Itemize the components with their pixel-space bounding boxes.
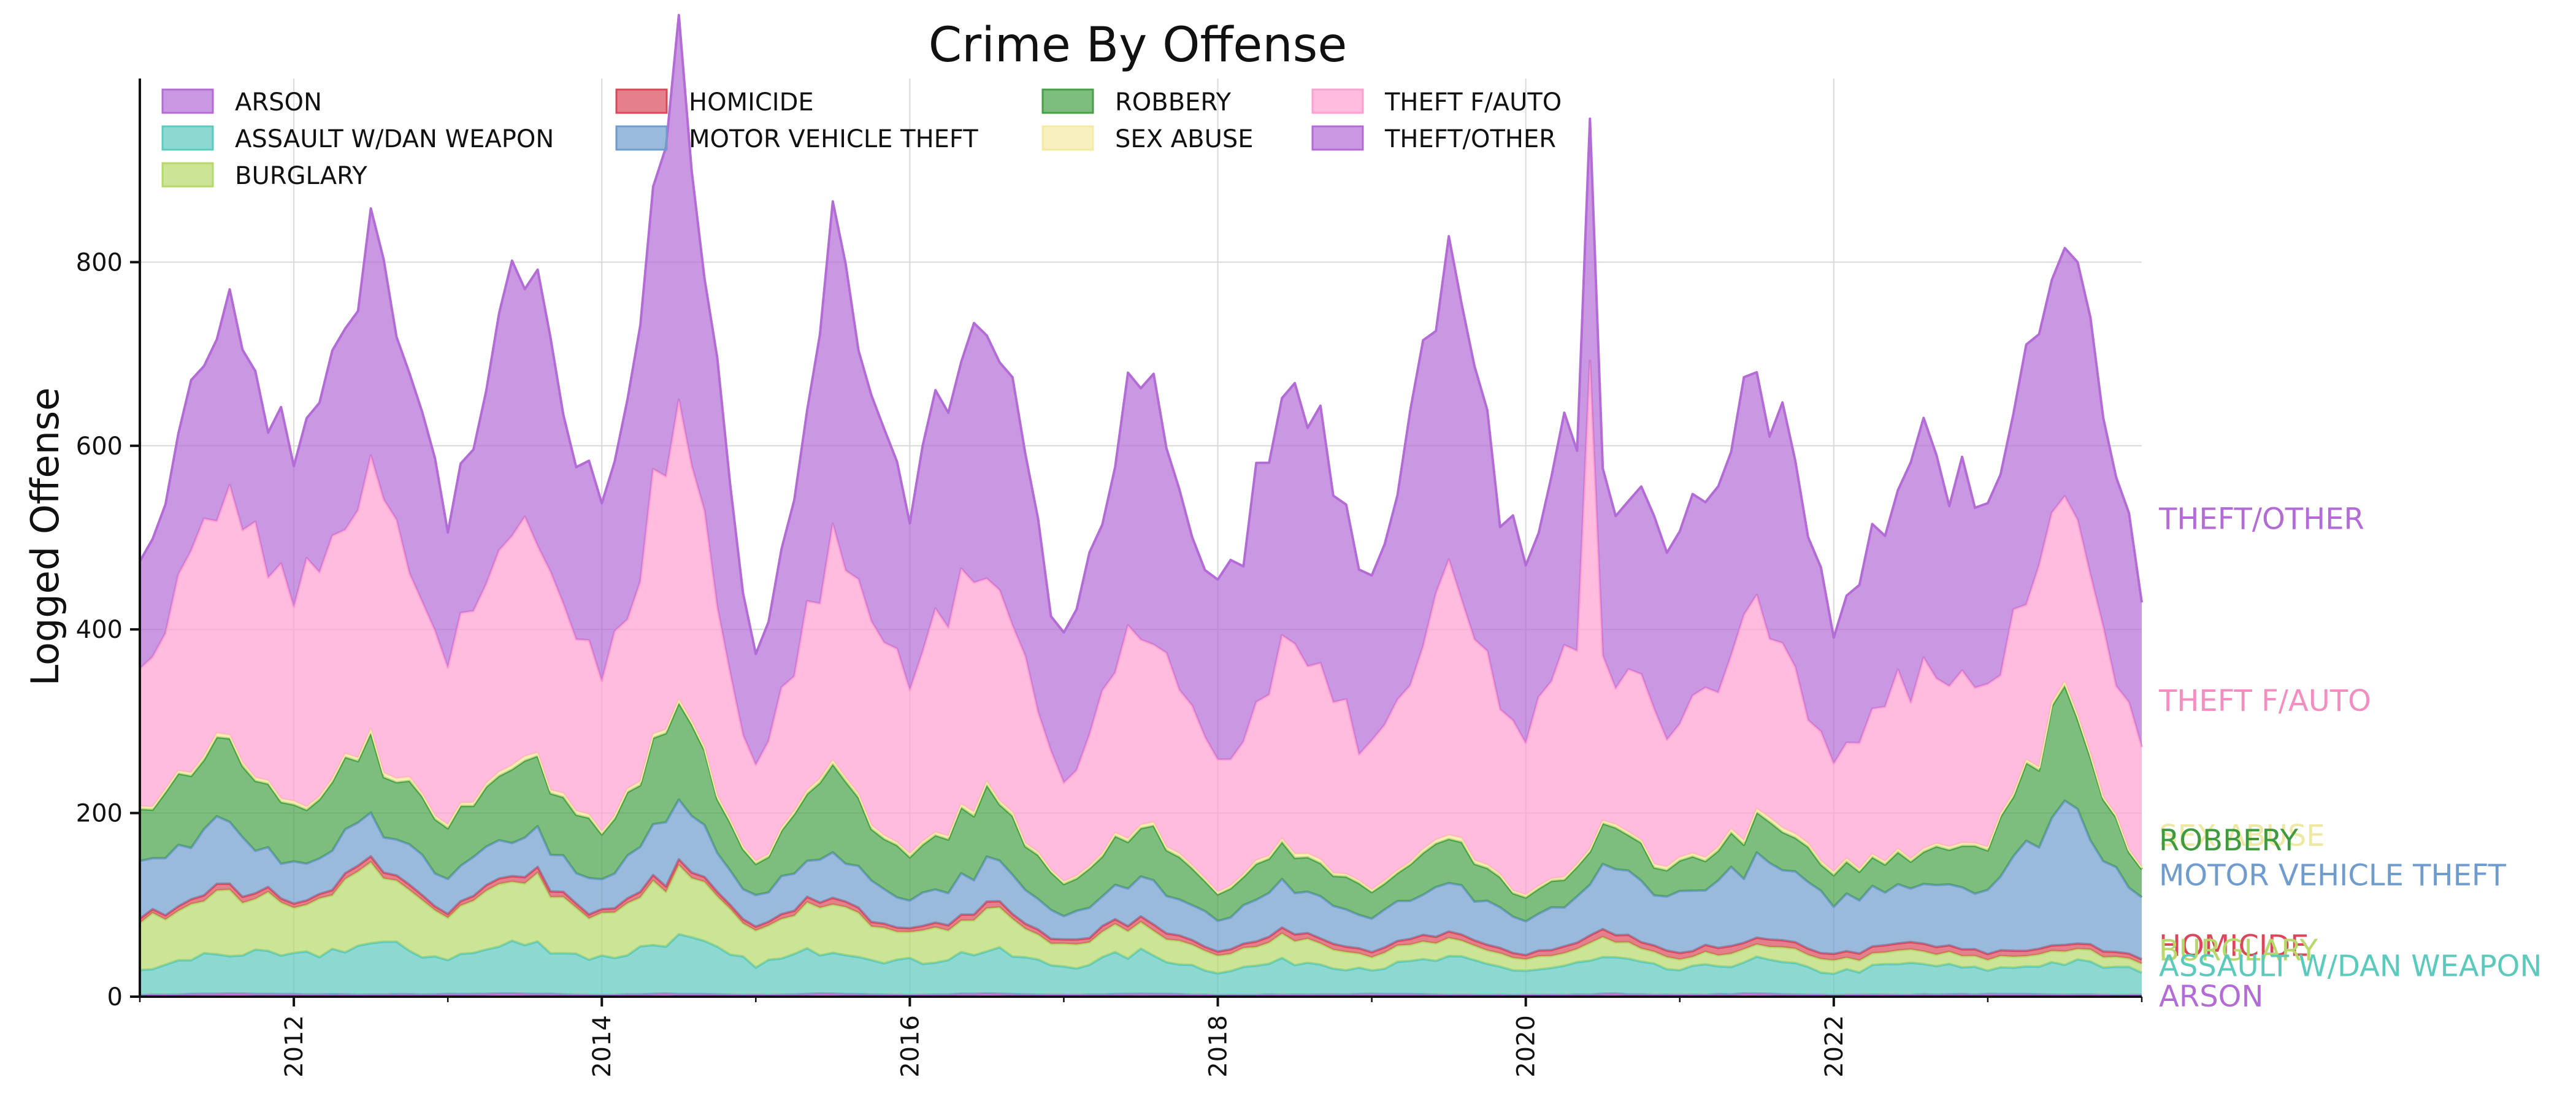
end-label-sex-abuse: SEX ABUSE (2159, 819, 2325, 853)
series-end-labels: THEFT/OTHER THEFT F/AUTO SEX ABUSEROBBERYM… (2158, 502, 2542, 1014)
area-motor-vehicle-theft (140, 799, 2142, 960)
legend-label: ASSAULT W/DAN WEAPON (235, 125, 554, 153)
y-tick-label: 0 (107, 983, 123, 1011)
legend-swatch (615, 88, 668, 114)
y-tick-label: 800 (76, 248, 123, 277)
y-tick-label: 200 (76, 800, 123, 828)
end-label-theft-f-auto: THEFT F/AUTO (2158, 684, 2371, 718)
legend-item-sex-abuse: SEX ABUSE (1041, 125, 1254, 153)
axes: 0 200 400 600 800 2012 2014 2016 2018 2020 2022 (76, 79, 2143, 1078)
legend-label: ARSON (235, 88, 322, 117)
end-label-motor-vehicle-theft: MOTOR VEHICLE THEFT (2159, 858, 2507, 892)
x-tick-label: 2020 (1512, 1015, 1541, 1078)
line-theft-other (139, 13, 2143, 656)
legend-swatch (161, 125, 214, 151)
x-tick-label: 2012 (280, 1015, 309, 1078)
x-tick-label: 2022 (1820, 1015, 1849, 1078)
chart-title: Crime By Offense (929, 18, 1347, 73)
legend-item-homicide: HOMICIDE (615, 88, 814, 117)
legend-label: SEX ABUSE (1115, 125, 1254, 153)
end-label-robbery: ROBBERY (2159, 824, 2299, 858)
stacked-areas (139, 13, 2143, 997)
end-label-arson: ARSON (2159, 979, 2263, 1014)
x-tick-label: 2014 (588, 1015, 616, 1078)
legend-item-assault-w-dan-weapon: ASSAULT W/DAN WEAPON (161, 125, 554, 153)
y-axis-label: Logged Offense (23, 388, 67, 686)
y-tick-label: 600 (76, 432, 123, 461)
end-label-burglary: BURGLARY (2159, 933, 2318, 968)
legend-swatch (615, 125, 668, 151)
area-theft-other (140, 15, 2142, 783)
legend-label: THEFT/OTHER (1384, 125, 1556, 153)
legend-item-robbery: ROBBERY (1041, 88, 1232, 117)
legend-swatch (1041, 125, 1094, 151)
legend-item-arson: ARSON (161, 88, 322, 117)
end-label-homicide: HOMICIDE (2159, 929, 2309, 964)
area-theft-f-auto (140, 361, 2142, 895)
legend-swatch (161, 162, 214, 188)
legend-swatch (1311, 125, 1364, 151)
x-tick-label: 2018 (1205, 1015, 1233, 1078)
legend-swatch (1311, 88, 1364, 114)
y-tick-label: 400 (76, 616, 123, 644)
legend: ARSON ASSAULT W/DAN WEAPON BURGLARY HOMICID… (161, 88, 1562, 190)
legend-swatch (1041, 88, 1094, 114)
legend-item-burglary: BURGLARY (161, 162, 367, 190)
end-label-theft-other: THEFT/OTHER (2158, 502, 2364, 537)
area-assault-w-dan-weapon (140, 934, 2142, 995)
legend-item-theft-other: THEFT/OTHER (1311, 125, 1556, 153)
legend-item-motor-vehicle-theft: MOTOR VEHICLE THEFT (615, 125, 978, 153)
legend-item-theft-f-auto: THEFT F/AUTO (1311, 88, 1562, 117)
legend-label: MOTOR VEHICLE THEFT (689, 125, 978, 153)
legend-label: THEFT F/AUTO (1384, 88, 1562, 117)
area-homicide (140, 856, 2142, 964)
legend-label: HOMICIDE (689, 88, 814, 117)
x-tick-label: 2016 (896, 1015, 924, 1078)
area-burglary (140, 862, 2142, 974)
area-robbery (140, 686, 2142, 922)
end-label-assault-w-dan-weapon: ASSAULT W/DAN WEAPON (2159, 949, 2542, 984)
legend-label: ROBBERY (1115, 88, 1232, 117)
legend-label: BURGLARY (235, 162, 367, 190)
legend-swatch (161, 88, 214, 114)
